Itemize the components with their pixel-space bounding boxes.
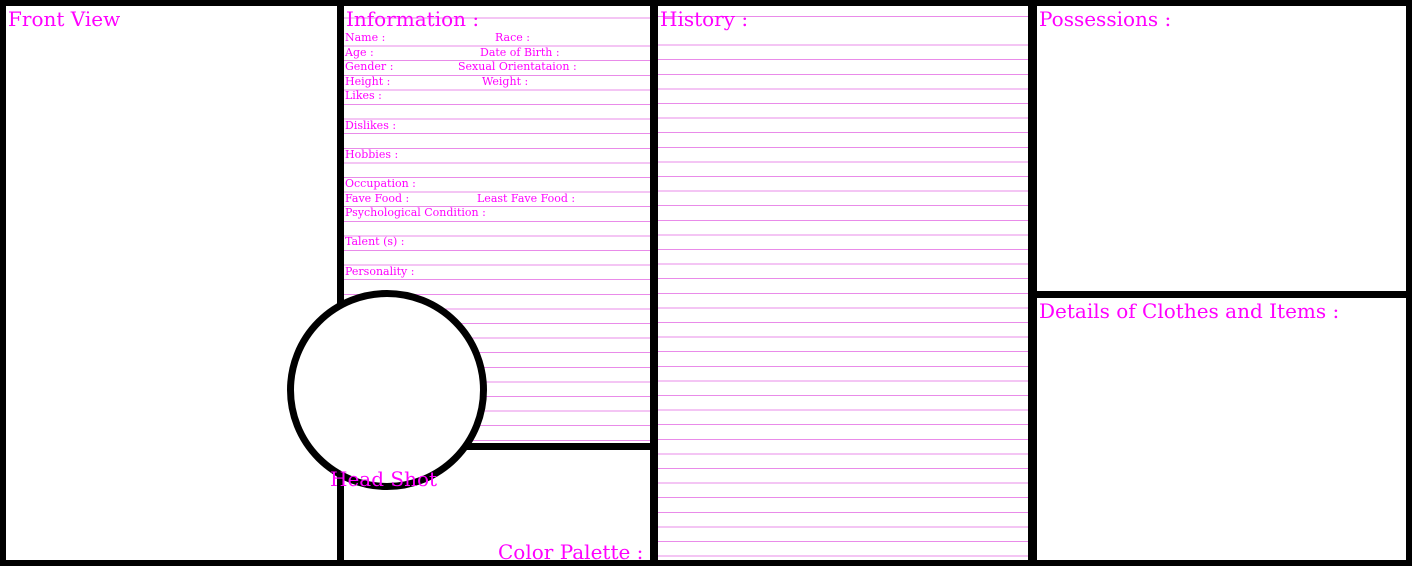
field-weight-label: Weight : (482, 74, 529, 88)
field-race-label: Race : (495, 31, 530, 44)
details-panel: Details of Clothes and Items : (1037, 298, 1406, 560)
field-row: Talent (s) : (344, 235, 650, 250)
front-view-panel: Front View (6, 6, 337, 560)
history-panel: History : (658, 6, 1028, 560)
field-row: Hobbies : (344, 148, 650, 163)
field-psychological-condition-label: Psychological Condition : (345, 206, 486, 220)
field-occupation-label: Occupation : (345, 176, 416, 190)
field-date-of-birth-label: Date of Birth : (480, 45, 560, 59)
details-title: Details of Clothes and Items : (1039, 299, 1340, 323)
head-shot-circle (287, 290, 487, 490)
head-shot-label: Head Shot (330, 467, 438, 491)
field-row: Likes : (344, 89, 650, 104)
field-row: Dislikes : (344, 119, 650, 134)
field-least-fave-food-label: Least Fave Food : (477, 191, 576, 205)
information-title: Information : (346, 7, 480, 31)
possessions-panel: Possessions : (1037, 6, 1406, 291)
field-row: Personality : (344, 265, 650, 280)
field-age-label: Age : (345, 45, 374, 59)
field-row: Height : Weight : (344, 75, 650, 90)
field-row: Gender : Sexual Orientataion : (344, 60, 650, 75)
field-row: Occupation : (344, 177, 650, 192)
field-talents-label: Talent (s) : (345, 235, 405, 249)
history-title: History : (660, 7, 749, 31)
possessions-title: Possessions : (1039, 7, 1172, 31)
field-row: Fave Food : Least Fave Food : (344, 192, 650, 207)
field-likes-label: Likes : (345, 89, 382, 103)
information-panel: Information : Name : Race : Age : Date o… (344, 6, 650, 443)
color-palette-label: Color Palette : (498, 540, 644, 564)
information-fields: Name : Race : Age : Date of Birth : Gend… (344, 31, 650, 279)
field-row: Name : Race : (344, 31, 650, 46)
field-name-label: Name : (345, 31, 386, 44)
field-row: Psychological Condition : (344, 206, 650, 221)
field-personality-label: Personality : (345, 264, 415, 278)
field-gender-label: Gender : (345, 60, 394, 74)
field-fave-food-label: Fave Food : (345, 191, 410, 205)
field-height-label: Height : (345, 74, 391, 88)
field-dislikes-label: Dislikes : (345, 118, 397, 132)
field-row: Age : Date of Birth : (344, 46, 650, 61)
front-view-title: Front View (8, 7, 121, 31)
field-hobbies-label: Hobbies : (345, 147, 399, 161)
field-sexual-orientation-label: Sexual Orientataion : (458, 60, 577, 74)
